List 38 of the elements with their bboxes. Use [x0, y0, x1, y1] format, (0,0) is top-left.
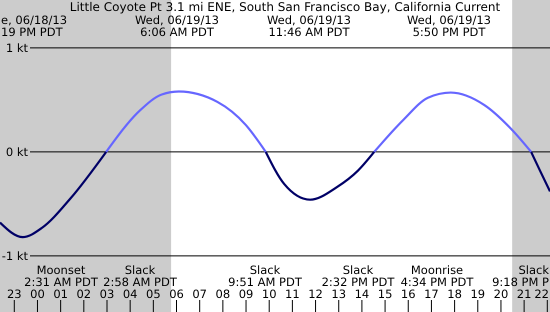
x-tick-label: 14 [354, 287, 370, 301]
x-tick-label: 23 [6, 287, 22, 301]
x-tick-label: 20 [494, 287, 508, 301]
x-tick-label: 22 [534, 287, 549, 301]
annotation: Slack 9:18 PM P [492, 263, 550, 289]
y-tick-label: 1 kt [6, 40, 28, 55]
x-tick-label: 10 [262, 287, 277, 301]
x-tick-label: 00 [30, 287, 45, 301]
annotation: Slack 9:51 AM PDT [228, 263, 303, 289]
annotation: Moonrise 4:34 PM PDT [400, 263, 474, 289]
x-tick-label: 01 [53, 287, 68, 301]
chart-title: Little Coyote Pt 3.1 mi ENE, South San Francisco Bay, California Current [70, 0, 500, 14]
x-tick-label: 12 [308, 287, 323, 301]
x-tick-label: 08 [216, 287, 230, 301]
annotation: Wed, 06/19/13 5:50 PM PDT [406, 13, 492, 39]
x-tick-label: 17 [424, 287, 439, 301]
x-tick-label: 05 [146, 287, 161, 301]
y-tick-label: -1 kt [2, 248, 28, 263]
annotation: Moonset 2:31 AM PDT [24, 263, 99, 289]
annotation: Wed, 06/19/13 6:06 AM PDT [134, 13, 220, 39]
annotation: Slack 2:58 AM PDT [103, 263, 178, 289]
x-tick-label: 21 [516, 287, 532, 301]
x-tick-label: 02 [76, 287, 92, 301]
x-tick-label: 13 [331, 287, 346, 301]
x-tick-label: 03 [100, 287, 114, 301]
x-tick-label: 06 [169, 287, 184, 301]
x-tick-label: 04 [122, 287, 138, 301]
annotation: Wed, 06/19/13 11:46 AM PDT [266, 13, 352, 39]
x-tick-label: 18 [447, 287, 462, 301]
annotation: Slack 2:32 PM PDT [322, 263, 396, 289]
x-tick-label: 07 [192, 287, 208, 301]
x-tick-label: 16 [400, 287, 416, 301]
x-tick-label: 09 [238, 287, 254, 301]
x-tick-label: 11 [285, 287, 300, 301]
x-tick-label: 19 [470, 287, 486, 301]
annotation: e, 06/18/13 19 PM PDT [1, 13, 68, 39]
x-tick-label: 15 [378, 287, 392, 301]
y-tick-label: 0 kt [6, 144, 28, 159]
